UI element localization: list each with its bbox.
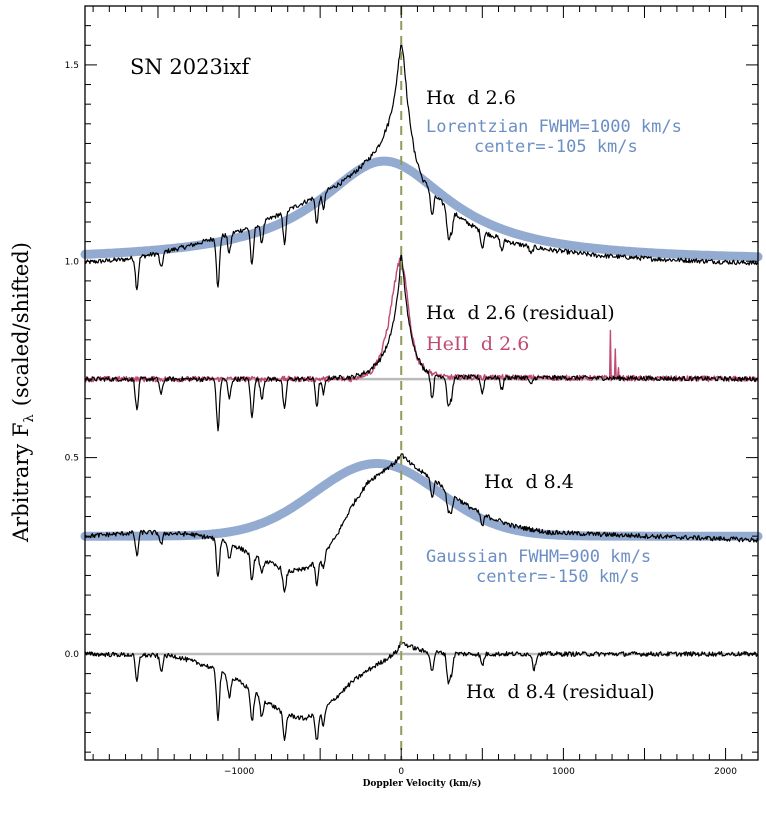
series-h-d-8-4 — [84, 453, 759, 593]
label-ha-d84-residual: Hα d 8.4 (residual) — [466, 681, 655, 703]
label-lorentzian-line1: Lorentzian FWHM=1000 km/s — [426, 117, 682, 137]
x-tick-label: −1000 — [224, 767, 255, 777]
y-axis-label-suffix: (scaled/shifted) — [9, 242, 33, 406]
model-fits — [80, 156, 763, 541]
label-ha-d84: Hα d 8.4 — [484, 471, 574, 493]
y-tick-label: 1.5 — [65, 61, 79, 71]
label-ha-d26: Hα d 2.6 — [426, 87, 516, 109]
y-tick-label: 0.0 — [65, 650, 80, 660]
series-h-d-2-6 — [84, 41, 759, 291]
y-axis-label-main: Arbitrary F — [9, 422, 33, 543]
svg-text:Arbitrary Fλ(scaled/shifted): Arbitrary Fλ (scaled/shifted) — [9, 242, 37, 543]
y-tick-label: 0.5 — [65, 454, 79, 464]
chart-title: SN 2023ixf — [130, 55, 251, 79]
x-axis-label: Doppler Velocity (km/s) — [363, 778, 482, 789]
plot-frame — [84, 5, 759, 761]
label-gaussian-line2: center=-150 km/s — [476, 567, 640, 587]
y-axis-label-subscript: λ — [22, 414, 37, 422]
label-lorentzian-line2: center=-105 km/s — [474, 137, 638, 157]
spectra — [84, 41, 759, 742]
series-gaussian-fwhm-900-km-s-center-150-km-s — [80, 459, 763, 541]
x-tick-label: 2000 — [714, 767, 737, 777]
y-axis-label: Arbitrary Fλ (scaled/shifted) — [9, 242, 37, 543]
zero-lines — [85, 377, 758, 656]
series-h-d-2-6-residual — [84, 250, 759, 432]
label-ha-d26-residual: Hα d 2.6 (residual) — [426, 302, 615, 324]
ticks: −1000 0 1000 2000 0.0 0.5 1.0 1.5 — [65, 6, 759, 777]
x-tick-label: 1000 — [552, 767, 575, 777]
label-gaussian-line1: Gaussian FWHM=900 km/s — [426, 547, 651, 567]
series-h-d-8-4-residual — [84, 640, 759, 742]
label-heii-d26: HeII d 2.6 — [426, 333, 529, 355]
axes — [84, 5, 759, 761]
y-tick-label: 1.0 — [65, 257, 80, 267]
series-lorentzian-fwhm-1000-km-s-center-105-km-s — [80, 156, 763, 262]
x-tick-label: 0 — [398, 767, 404, 777]
